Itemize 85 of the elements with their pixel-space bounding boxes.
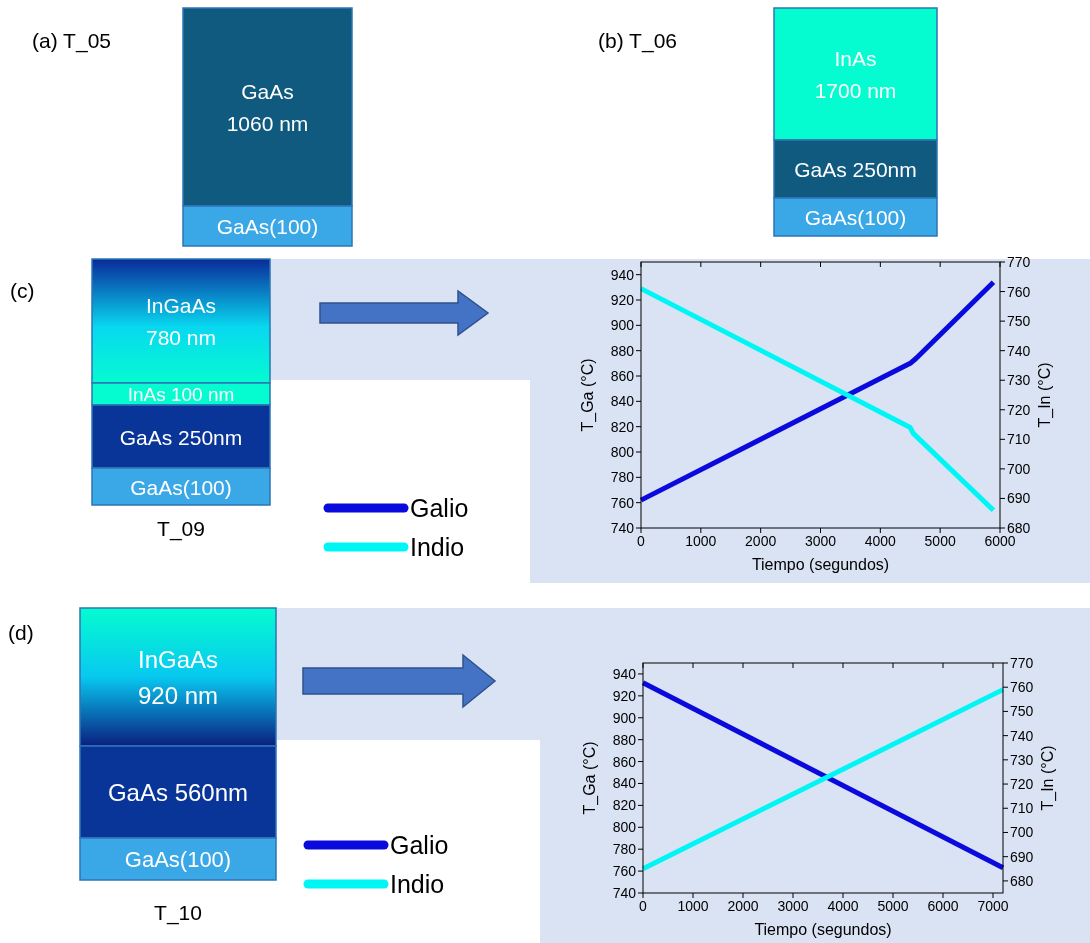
y2-tick-label: 690 [1010,848,1034,865]
y2-tick-label: 750 [1010,703,1034,720]
y-tick-label: 760 [612,863,637,880]
x-tick-label: 4000 [864,533,897,549]
y2-tick-label: 760 [1007,283,1031,300]
y2-axis-title: T_In (°C) [1039,745,1057,811]
y-tick-label: 740 [612,885,637,901]
text: GaAs 1060 nm [226,79,309,135]
text: T_10 [154,901,202,925]
text: (a) T_05 [32,29,111,53]
x-tick-label: 5000 [924,533,956,549]
text: (d) [8,621,34,644]
y-tick-label: 900 [612,709,637,726]
x-tick-label: 7000 [977,898,1009,914]
text: InAs 100 nm [127,383,235,405]
text: (b) T_06 [598,29,677,53]
y2-tick-label: 740 [1010,727,1034,744]
x-tick-label: 4000 [827,898,859,914]
y2-tick-label: 690 [1007,490,1031,507]
x-tick-label: 0 [639,898,648,914]
text: GaAs(100) [130,475,232,498]
y-tick-label: 860 [612,753,637,770]
text: GaAs 250nm [794,157,917,181]
y-axis-title: T_Ga (°C) [579,358,597,432]
y-tick-label: 760 [610,494,635,511]
y-tick-label: 740 [610,520,635,536]
text: InAs 1700 nm [814,46,897,102]
text: InGaAs 920 nm [137,645,219,709]
y2-tick-label: 710 [1007,431,1031,448]
x-tick-label: 2000 [727,898,759,914]
x-tick-label: 3000 [804,533,837,549]
y2-tick-label: 740 [1007,342,1031,359]
y-tick-label: 840 [610,393,635,410]
y2-tick-label: 700 [1010,824,1034,841]
legend-label: Galio [410,494,469,522]
y2-tick-label: 720 [1007,401,1031,418]
y-tick-label: 820 [610,418,635,435]
y2-tick-label: 680 [1010,872,1034,889]
legend-label: Galio [390,831,449,859]
y2-axis-title: T_In (°C) [1036,362,1054,428]
y-tick-label: 780 [610,469,635,486]
text: T_09 [157,517,205,541]
text: InGaAs 780 nm [145,293,217,349]
x-tick-label: 6000 [984,533,1016,549]
x-axis-title: Tiempo (segundos) [754,921,892,938]
y-axis-title: T_Ga (°C) [581,741,599,815]
text: GaAs(100) [216,214,319,238]
x-axis-title: Tiempo (segundos) [751,556,890,573]
y-tick-label: 880 [612,731,637,748]
y2-tick-label: 700 [1007,460,1031,477]
y-tick-label: 860 [610,368,635,384]
y-tick-label: 840 [612,775,637,792]
x-tick-label: 1000 [677,898,709,914]
x-tick-label: 6000 [927,898,959,914]
y2-tick-label: 730 [1007,372,1031,389]
text: GaAs 250nm [119,425,243,448]
y-tick-label: 800 [612,819,637,836]
y2-tick-label: 770 [1007,254,1031,270]
text: (c) [10,279,35,302]
x-tick-label: 0 [637,533,646,549]
text: GaAs(100) [124,846,232,872]
y-tick-label: 820 [612,797,637,814]
y2-tick-label: 680 [1007,520,1031,536]
text: GaAs 560nm [107,778,249,806]
y2-tick-label: 720 [1010,776,1034,793]
y-tick-label: 940 [610,266,635,283]
legend-label: Indio [390,870,445,898]
y-tick-label: 940 [612,665,637,682]
y-tick-label: 920 [610,292,635,308]
y2-tick-label: 730 [1010,751,1034,768]
x-tick-label: 2000 [745,533,777,549]
y2-tick-label: 770 [1010,655,1034,671]
x-tick-label: 1000 [685,533,717,549]
y-tick-label: 920 [612,687,637,704]
legend-label: Indio [410,533,465,561]
text: GaAs(100) [804,205,907,229]
x-tick-label: 3000 [777,898,809,914]
y-tick-label: 780 [612,841,637,858]
x-tick-label: 5000 [877,898,909,914]
y2-tick-label: 710 [1010,800,1034,817]
y-tick-label: 800 [610,444,635,460]
y2-tick-label: 750 [1007,313,1031,330]
y-tick-label: 900 [610,317,635,334]
y-tick-label: 880 [610,342,635,359]
y2-tick-label: 760 [1010,679,1034,696]
